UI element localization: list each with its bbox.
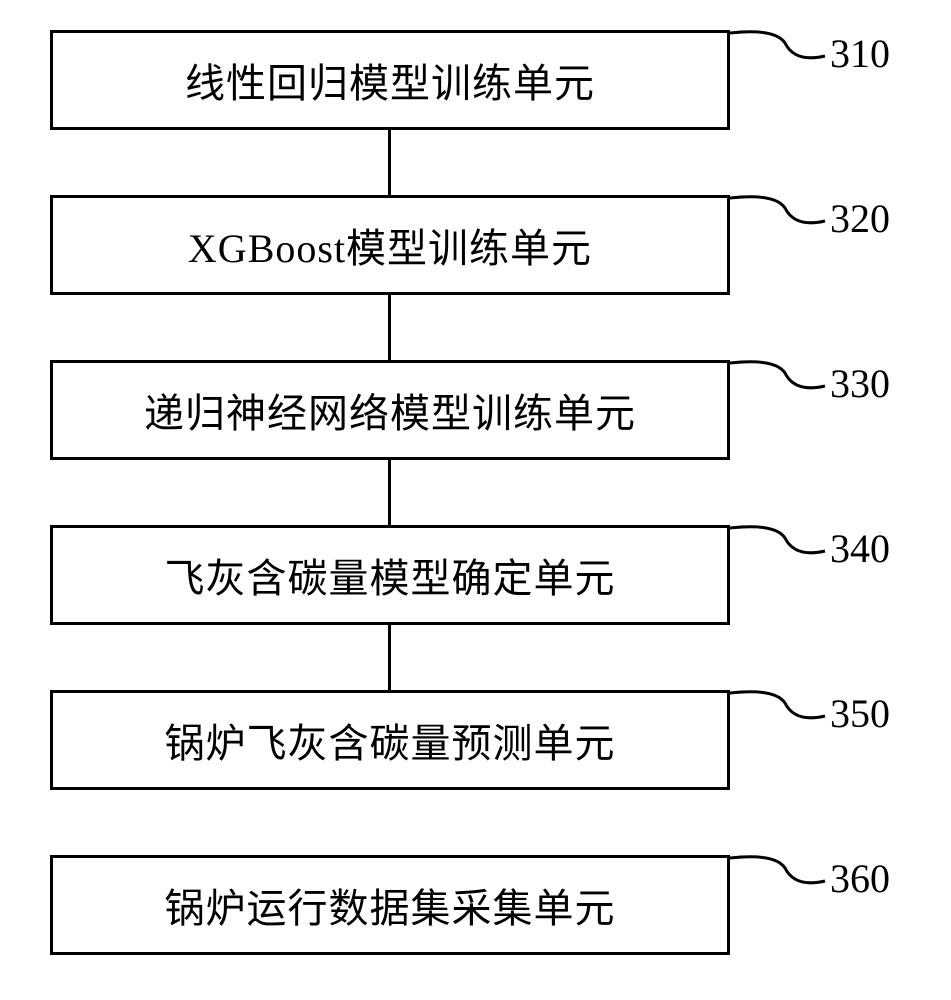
ref-number-350: 350 <box>830 690 890 737</box>
flow-box-320: XGBoost模型训练单元 <box>50 195 730 295</box>
callout-curve-icon <box>730 523 830 573</box>
flow-box-350: 锅炉飞灰含碳量预测单元 <box>50 690 730 790</box>
flow-box-label: 线性回归模型训练单元 <box>185 51 595 109</box>
ref-number-340: 340 <box>830 525 890 572</box>
callout-curve-icon <box>730 193 830 243</box>
callout-curve-icon <box>730 688 830 738</box>
flow-box-360: 锅炉运行数据集采集单元 <box>50 855 730 955</box>
ref-number-320: 320 <box>830 195 890 242</box>
flow-box-label: 锅炉飞灰含碳量预测单元 <box>165 711 616 769</box>
connector-line <box>388 460 391 525</box>
ref-number-360: 360 <box>830 855 890 902</box>
callout-curve-icon <box>730 853 830 903</box>
flow-box-330: 递归神经网络模型训练单元 <box>50 360 730 460</box>
flow-box-label: 锅炉运行数据集采集单元 <box>165 876 616 934</box>
callout-curve-icon <box>730 28 830 78</box>
connector-line <box>388 625 391 690</box>
diagram-canvas: 线性回归模型训练单元 XGBoost模型训练单元 递归神经网络模型训练单元 飞灰… <box>0 0 951 1000</box>
flow-box-310: 线性回归模型训练单元 <box>50 30 730 130</box>
connector-line <box>388 130 391 195</box>
flow-box-340: 飞灰含碳量模型确定单元 <box>50 525 730 625</box>
flow-box-label: 递归神经网络模型训练单元 <box>144 381 636 439</box>
flow-box-label: XGBoost模型训练单元 <box>188 216 592 274</box>
ref-number-330: 330 <box>830 360 890 407</box>
flow-box-label: 飞灰含碳量模型确定单元 <box>165 546 616 604</box>
callout-curve-icon <box>730 358 830 408</box>
ref-number-310: 310 <box>830 30 890 77</box>
connector-line <box>388 295 391 360</box>
